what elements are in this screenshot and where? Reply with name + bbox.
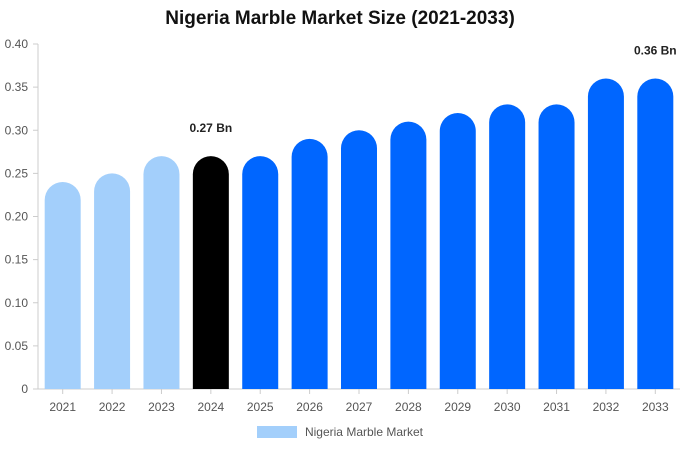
bar-2023[interactable] xyxy=(143,156,180,389)
chart-title: Nigeria Marble Market Size (2021-2033) xyxy=(165,8,515,29)
y-tick-label: 0.10 xyxy=(5,296,29,310)
bars-group xyxy=(44,78,674,390)
bar-2022[interactable] xyxy=(94,173,131,389)
bar-2029[interactable] xyxy=(439,113,476,389)
x-tick-label-2027: 2027 xyxy=(346,400,373,414)
x-tick-label-2031: 2031 xyxy=(543,400,570,414)
x-tick-label-2024: 2024 xyxy=(197,400,224,414)
x-tick-label-2025: 2025 xyxy=(247,400,274,414)
bar-2031[interactable] xyxy=(538,104,575,389)
x-tick-label-2028: 2028 xyxy=(395,400,422,414)
bar-2027[interactable] xyxy=(341,130,377,390)
bar-2030[interactable] xyxy=(489,104,526,389)
bar-2033[interactable] xyxy=(637,78,674,390)
y-tick-label: 0 xyxy=(21,382,28,396)
data-label-2024: 0.27 Bn xyxy=(190,121,233,135)
x-tick-label-2021: 2021 xyxy=(49,400,76,414)
x-tick-label-2029: 2029 xyxy=(444,400,471,414)
legend-swatch xyxy=(256,426,297,438)
x-tick-label-2022: 2022 xyxy=(99,400,126,414)
y-tick-label: 0.40 xyxy=(5,37,29,51)
data-labels-group: 0.27 Bn 0.36 Bn xyxy=(190,44,677,136)
axes: 0 0.05 0.10 0.15 0.20 0.25 0.30 0.35 0.40 2021 202… xyxy=(5,37,680,414)
data-label-2033: 0.36 Bn xyxy=(634,44,677,58)
bar-2021[interactable] xyxy=(44,182,81,389)
legend[interactable]: Nigeria Marble Market xyxy=(0,425,680,439)
bar-2032[interactable] xyxy=(587,78,624,390)
y-tick-label: 0.35 xyxy=(5,80,29,94)
y-tick-label: 0.05 xyxy=(5,339,29,353)
x-tick-label-2033: 2033 xyxy=(642,400,669,414)
legend-label: Nigeria Marble Market xyxy=(304,425,424,439)
x-tick-label-2032: 2032 xyxy=(593,400,620,414)
x-tick-label-2023: 2023 xyxy=(148,400,175,414)
y-tick-label: 0.25 xyxy=(5,166,29,180)
bar-2028[interactable] xyxy=(390,121,427,389)
bar-2025[interactable] xyxy=(242,156,279,389)
x-tick-label-2026: 2026 xyxy=(296,400,323,414)
bar-2026[interactable] xyxy=(291,138,328,389)
y-tick-label: 0.15 xyxy=(5,253,29,267)
bar-2024[interactable] xyxy=(192,156,229,389)
y-tick-label: 0.30 xyxy=(5,123,29,137)
y-tick-label: 0.20 xyxy=(5,210,29,224)
x-tick-label-2030: 2030 xyxy=(494,400,521,414)
